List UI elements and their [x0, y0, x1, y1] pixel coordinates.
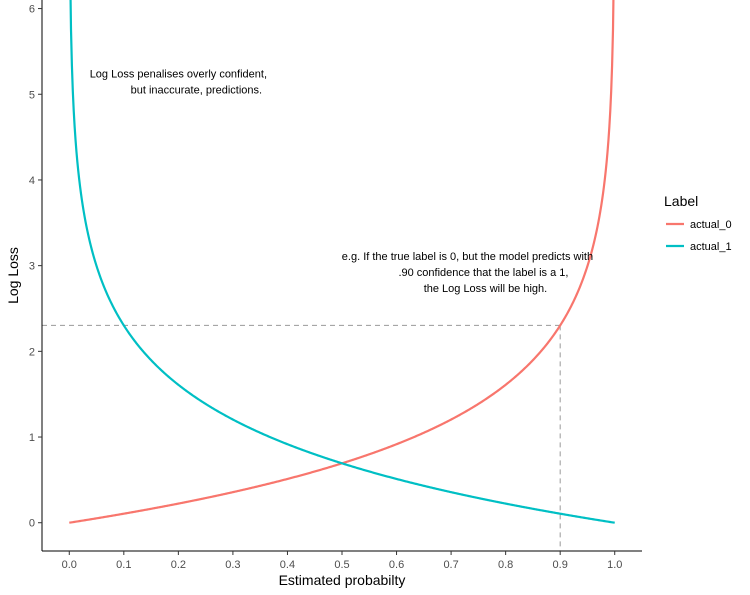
legend-label: actual_0 — [690, 219, 732, 231]
annotation-1: Log Loss penalises overly confident, but … — [90, 69, 267, 97]
x-tick-label: 0.2 — [171, 559, 186, 571]
annotation-line: the Log Loss will be high. — [424, 283, 548, 295]
reference-lines — [42, 324, 561, 551]
legend-items: actual_0 actual_1 — [666, 219, 732, 253]
y-axis-title: Log Loss — [5, 247, 21, 304]
annotation-line: Log Loss penalises overly confident, — [90, 69, 267, 81]
x-tick-label: 0.9 — [553, 559, 568, 571]
axes: 0.0 0.1 0.2 0.3 0.4 0.5 0.6 0.7 0.8 0.9 1.0 0 1 2 3 4 5 6 — [29, 0, 642, 571]
annotation-line: e.g. If the true label is 0, but the mod… — [342, 251, 593, 263]
x-axis-title: Estimated probabilty — [279, 572, 406, 588]
y-tick-label: 2 — [29, 346, 35, 358]
annotation-line: .90 confidence that the label is a 1, — [398, 267, 568, 279]
y-tick-label: 0 — [29, 518, 35, 530]
x-tick-label: 1.0 — [607, 559, 622, 571]
annotations: Log Loss penalises overly confident, but … — [90, 69, 593, 295]
legend-item-actual_1: actual_1 — [666, 241, 732, 253]
legend-label: actual_1 — [690, 241, 732, 253]
x-tick-label: 0.5 — [334, 559, 349, 571]
y-tick-label: 5 — [29, 89, 35, 101]
annotation-2: e.g. If the true label is 0, but the mod… — [342, 251, 593, 295]
y-tick-label: 4 — [29, 175, 35, 187]
legend-title: Label — [664, 193, 698, 209]
x-tick-label: 0.1 — [116, 559, 131, 571]
legend-item-actual_0: actual_0 — [666, 219, 732, 231]
y-tick-label: 1 — [29, 432, 35, 444]
y-tick-label: 6 — [29, 4, 35, 16]
x-tick-label: 0.4 — [280, 559, 295, 571]
x-tick-label: 0.0 — [62, 559, 77, 571]
y-tick-label: 3 — [29, 261, 35, 273]
x-tick-label: 0.8 — [498, 559, 513, 571]
x-tick-label: 0.3 — [225, 559, 240, 571]
x-tick-label: 0.7 — [443, 559, 458, 571]
legend: Label actual_0 actual_1 — [664, 193, 732, 253]
annotation-line: but inaccurate, predictions. — [131, 85, 262, 97]
x-tick-label: 0.6 — [389, 559, 404, 571]
series-line-actual_1 — [69, 0, 615, 524]
series-layer — [69, 0, 615, 524]
